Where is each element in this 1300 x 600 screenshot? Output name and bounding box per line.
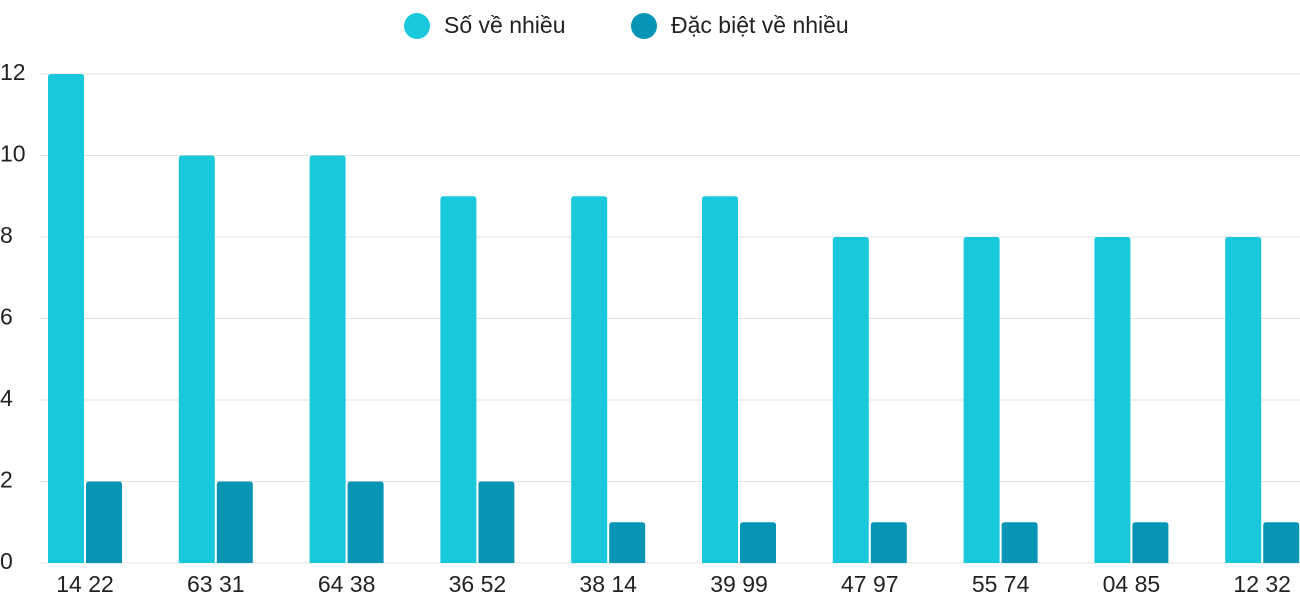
- x-tick-label: 38 14: [579, 571, 637, 597]
- bar: [478, 481, 515, 563]
- bar: [702, 196, 738, 563]
- legend-swatch: [631, 13, 657, 39]
- y-tick-label: 0: [0, 548, 13, 574]
- legend-label: Số về nhiều: [444, 12, 565, 38]
- bar: [1225, 237, 1262, 563]
- bar: [609, 522, 646, 563]
- x-tick-label: 14 22: [56, 571, 114, 597]
- x-tick-label: 47 97: [841, 571, 899, 597]
- x-tick-label: 63 31: [187, 571, 245, 597]
- bar: [309, 155, 346, 563]
- bar: [1001, 522, 1038, 563]
- bar: [963, 237, 1000, 563]
- y-tick-label: 2: [0, 467, 13, 493]
- y-tick-label: 8: [0, 222, 13, 248]
- bar: [1132, 522, 1169, 563]
- y-tick-label: 4: [0, 385, 13, 411]
- x-tick-label: 55 74: [972, 571, 1030, 597]
- bar: [1094, 237, 1131, 563]
- bar: [870, 522, 907, 563]
- bar: [440, 196, 477, 563]
- bar: [1263, 522, 1300, 563]
- bar: [48, 74, 84, 563]
- x-tick-label: 64 38: [318, 571, 376, 597]
- y-tick-label: 10: [0, 141, 26, 167]
- y-tick-label: 12: [0, 59, 26, 85]
- y-tick-label: 6: [0, 304, 13, 330]
- x-tick-label: 36 52: [449, 571, 507, 597]
- bar: [86, 481, 122, 563]
- bar: [571, 196, 608, 563]
- bar: [216, 481, 253, 563]
- legend-label: Đặc biệt về nhiều: [671, 12, 849, 38]
- x-tick-label: 39 99: [710, 571, 768, 597]
- bar: [740, 522, 776, 563]
- x-tick-label: 04 85: [1103, 571, 1161, 597]
- bar: [832, 237, 869, 563]
- bar: [178, 155, 215, 563]
- bar: [347, 481, 384, 563]
- legend-swatch: [404, 13, 430, 39]
- x-tick-label: 12 32: [1233, 571, 1291, 597]
